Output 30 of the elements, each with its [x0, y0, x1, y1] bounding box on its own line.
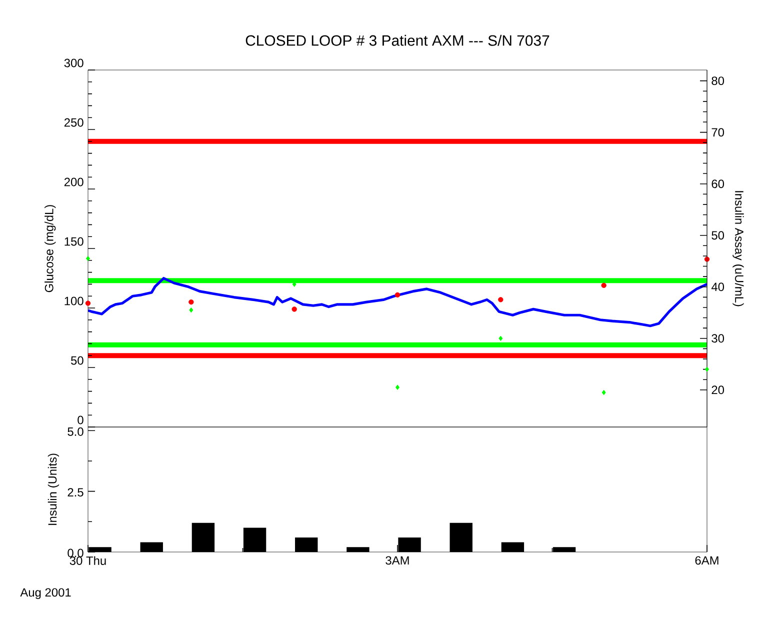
y-tick-label: 2.5: [68, 488, 84, 497]
y-axis-title: Insulin (Units): [48, 454, 60, 525]
y-tick-label: 100: [64, 296, 84, 306]
y2-tick-label: 40: [711, 282, 724, 292]
y2-tick-label: 30: [712, 334, 724, 343]
y-tick-label: 50: [71, 356, 84, 365]
y-tick-label: 200: [64, 178, 84, 186]
y-tick-label: 0: [78, 416, 84, 424]
y-axis-title: Glucose (mg/dL): [44, 205, 56, 292]
chart-title: CLOSED LOOP # 3 Patient AXM --- S/N 7037: [246, 34, 550, 46]
point: [602, 390, 606, 396]
y2-tick-label: 80: [712, 76, 724, 86]
y2-tick-label: 20: [712, 386, 724, 394]
y-tick-label: 300: [64, 58, 84, 68]
y2-tick-label: 50: [712, 231, 724, 240]
point: [498, 336, 503, 341]
y-tick-label: 5.0: [68, 427, 84, 436]
text: Aug 2001: [20, 588, 71, 600]
y-tick-label: 150: [64, 237, 84, 246]
point: [396, 384, 400, 390]
point: [705, 366, 709, 372]
y-tick-label: 0.0: [68, 548, 84, 558]
y2-tick-label: 60: [712, 180, 724, 188]
y-tick-label: 250: [64, 118, 84, 127]
x-tick-label: 30 Thu: [70, 556, 106, 565]
x-tick-label: 3AM: [386, 556, 409, 565]
x-tick-label: 6AM: [695, 556, 718, 565]
y2-tick-label: 70: [712, 128, 724, 137]
point: [189, 307, 194, 313]
y2-axis-title: Insulin Assay (uU/mL): [732, 191, 744, 306]
